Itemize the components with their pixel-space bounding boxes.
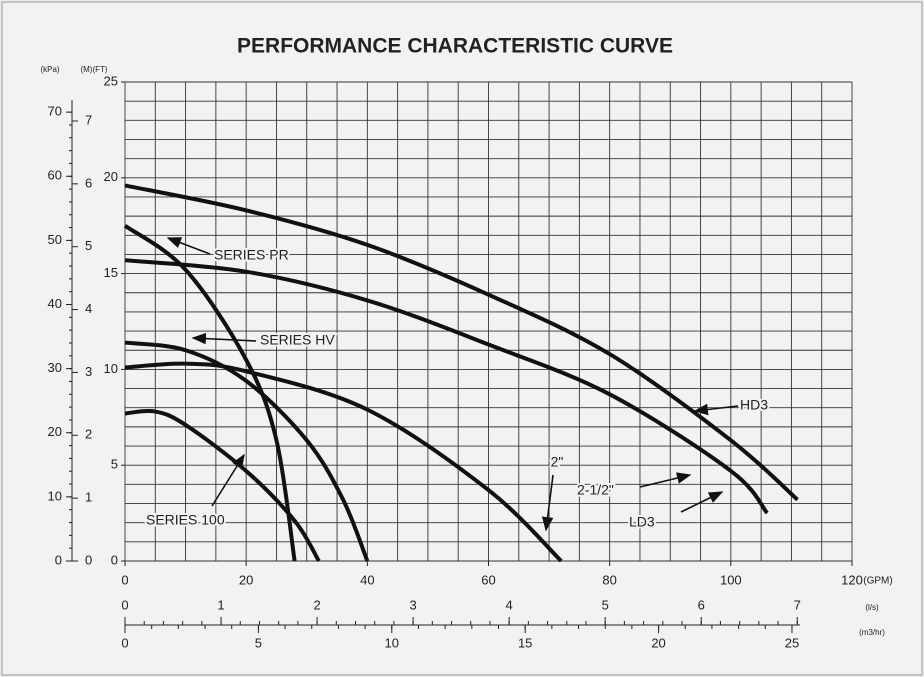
y-tick-label: 70 bbox=[48, 104, 62, 119]
x-tick-label: 60 bbox=[481, 572, 495, 587]
x-tick-label: 80 bbox=[602, 572, 616, 587]
x-tick-label: 25 bbox=[785, 635, 799, 650]
x-tick-label: 2 bbox=[313, 597, 320, 612]
x-tick-label: 120 bbox=[841, 572, 863, 587]
curve bbox=[124, 258, 769, 515]
legend-label: LD3 bbox=[629, 514, 655, 530]
legend-label: 2" bbox=[551, 454, 564, 470]
y-tick-label: 1 bbox=[85, 490, 92, 505]
y-tick-label: 7 bbox=[85, 112, 92, 127]
y-tick-label: 50 bbox=[48, 232, 62, 247]
x-tick-label: 10 bbox=[385, 635, 399, 650]
y-tick-label: 0 bbox=[111, 552, 118, 567]
annotation: 2-1/2" bbox=[577, 482, 614, 498]
legend-label: SERIES PR bbox=[214, 247, 289, 263]
y-tick-label: 25 bbox=[104, 73, 118, 88]
y-tick-label: 4 bbox=[85, 301, 92, 316]
chart-title: PERFORMANCE CHARACTERISTIC CURVE bbox=[237, 35, 673, 58]
x-tick-label: 0 bbox=[121, 635, 128, 650]
x-tick-label: 5 bbox=[602, 597, 609, 612]
legend-label: HD3 bbox=[740, 397, 768, 413]
y-unit: (M)(FT) bbox=[80, 65, 107, 74]
y-tick-label: 6 bbox=[85, 175, 92, 190]
y-tick-label: 40 bbox=[48, 296, 62, 311]
legend-label: SERIES HV bbox=[260, 332, 335, 348]
x-tick-label: 7 bbox=[794, 597, 801, 612]
y-tick-label: 60 bbox=[48, 168, 62, 183]
label-arrow bbox=[541, 474, 554, 532]
x-tick-label: 3 bbox=[409, 597, 416, 612]
legend-label: SERIES 100 bbox=[146, 512, 225, 528]
y-tick-label: 20 bbox=[104, 169, 118, 184]
y-tick-label: 0 bbox=[55, 552, 62, 567]
y-tick-label: 10 bbox=[48, 488, 62, 503]
curve bbox=[123, 224, 297, 562]
label-arrow bbox=[191, 332, 257, 345]
curve bbox=[124, 361, 563, 563]
label-arrow bbox=[211, 453, 245, 507]
y-tick-label: 5 bbox=[111, 457, 118, 472]
label-arrow bbox=[639, 472, 692, 488]
y-tick-label: 5 bbox=[85, 238, 92, 253]
x-tick-label: 0 bbox=[121, 572, 128, 587]
x-tick-label: 20 bbox=[239, 572, 253, 587]
x-unit: (m3/hr) bbox=[859, 628, 885, 637]
x-tick-label: 1 bbox=[217, 597, 224, 612]
x-tick-label: 4 bbox=[506, 597, 513, 612]
y-tick-label: 15 bbox=[104, 265, 118, 280]
y-tick-label: 30 bbox=[48, 360, 62, 375]
x-unit: (l/s) bbox=[865, 603, 879, 612]
label-arrow bbox=[166, 237, 211, 255]
x-tick-label: 20 bbox=[651, 635, 665, 650]
x-tick-label: 0 bbox=[121, 597, 128, 612]
y-tick-label: 0 bbox=[85, 552, 92, 567]
x-tick-label: 40 bbox=[360, 572, 374, 587]
x-unit: (GPM) bbox=[863, 576, 892, 587]
y-tick-label: 10 bbox=[104, 361, 118, 376]
label-arrow bbox=[693, 403, 739, 416]
y-tick-label: 20 bbox=[48, 424, 62, 439]
y-tick-label: 2 bbox=[85, 427, 92, 442]
curve bbox=[124, 183, 799, 502]
x-tick-label: 6 bbox=[698, 597, 705, 612]
curve bbox=[124, 340, 370, 562]
x-tick-label: 15 bbox=[518, 635, 532, 650]
x-tick-label: 100 bbox=[720, 572, 742, 587]
x-tick-label: 5 bbox=[255, 635, 262, 650]
curve bbox=[124, 408, 321, 563]
y-tick-label: 3 bbox=[85, 364, 92, 379]
label-arrow bbox=[680, 491, 724, 513]
y-unit: (kPa) bbox=[40, 65, 59, 74]
